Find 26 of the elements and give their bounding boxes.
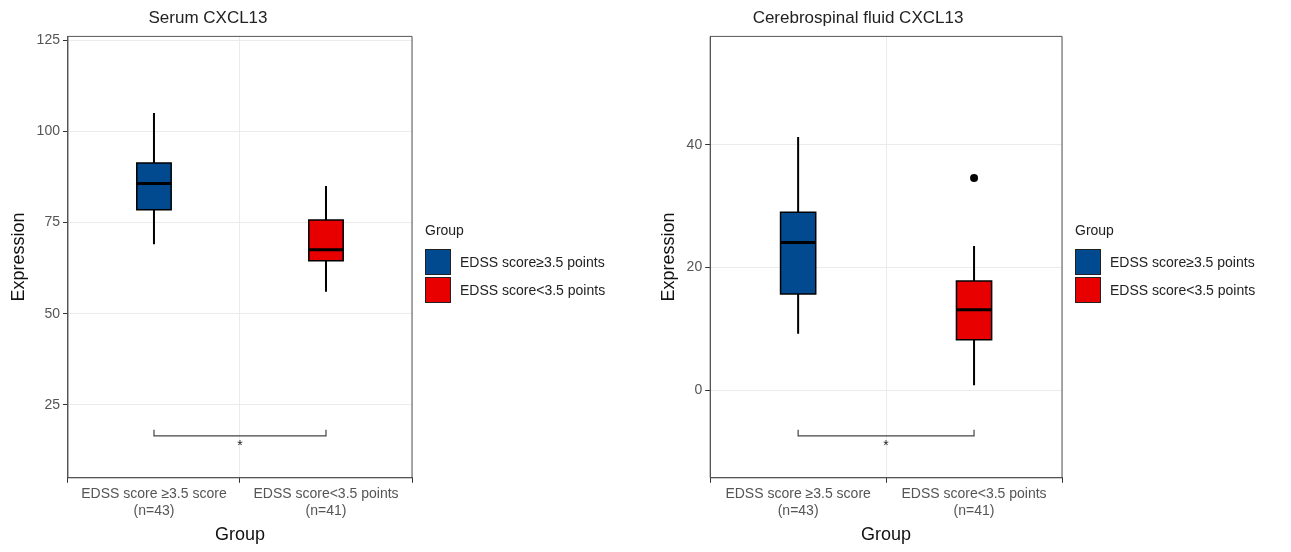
legend-title: Group [425, 222, 465, 238]
x-axis-title: Group [861, 524, 912, 545]
x-axis-title: Group [214, 524, 265, 545]
y-axis-title: Expression [657, 212, 678, 302]
legend-label: EDSS score<3.5 points [460, 282, 606, 298]
y-axis-title: Expression [7, 212, 28, 302]
x-tick-label: EDSS score ≥3.5 score (n=43) [725, 485, 872, 518]
y-tick-label: 50 [44, 304, 61, 321]
legend-title: Group [1075, 222, 1115, 238]
y-tick-label: 25 [44, 395, 61, 412]
x-tick-label: EDSS score ≥3.5 score (n=43) [81, 485, 227, 518]
legend-label: EDSS score<3.5 points [1110, 282, 1256, 298]
chart-title: Cerebrospinal fluid CXCL13 [752, 7, 964, 27]
x-tick-label: EDSS score<3.5 points (n=41) [253, 485, 399, 518]
y-tick-label: 100 [36, 122, 61, 139]
chart-title: Serum CXCL13 [148, 7, 268, 27]
y-tick-label: 20 [686, 258, 703, 275]
x-tick-label: EDSS score<3.5 points (n=41) [901, 485, 1047, 518]
annotation: * [237, 436, 244, 453]
legend-label: EDSS score≥3.5 points [1110, 254, 1255, 270]
y-tick-label: 75 [44, 213, 61, 230]
y-tick-label: 0 [694, 380, 703, 397]
y-tick-label: 40 [686, 135, 703, 152]
y-tick-label: 125 [36, 30, 61, 47]
legend-label: EDSS score≥3.5 points [460, 254, 605, 270]
annotation: * [883, 436, 890, 453]
